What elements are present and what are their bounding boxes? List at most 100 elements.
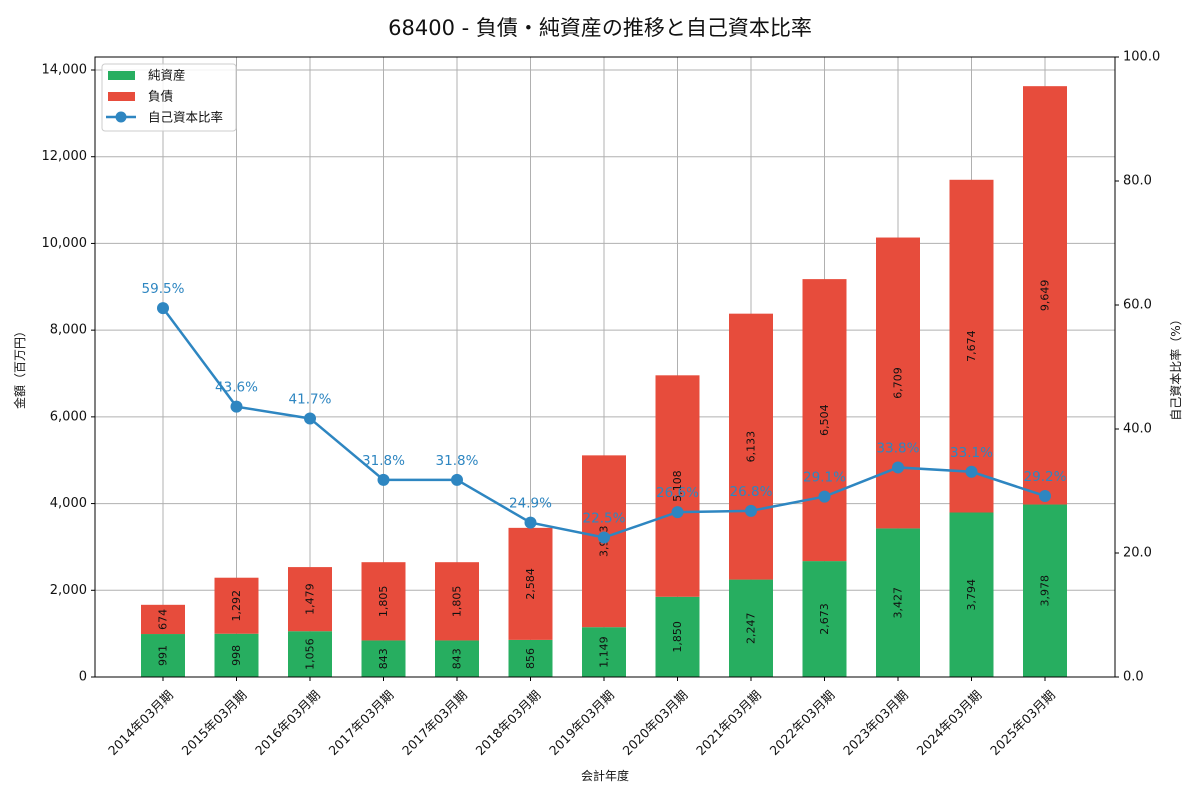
x-axis-tick-label: 2015年03月期	[179, 687, 250, 758]
bar-net-assets	[729, 579, 773, 677]
bar-net-assets	[1023, 504, 1067, 677]
right-axis-tick-label: 80.0	[1123, 174, 1152, 189]
bar-liabilities	[802, 279, 847, 562]
bar-label-net-assets: 2,247	[745, 613, 758, 645]
ratio-label: 33.1%	[950, 445, 993, 461]
right-axis-tick-label: 100.0	[1123, 50, 1160, 65]
x-axis-tick-label: 2022年03月期	[767, 687, 838, 758]
ratio-marker	[377, 473, 390, 486]
bar-net-assets	[508, 639, 553, 677]
legend-label: 自己資本比率	[148, 110, 223, 125]
left-axis-tick-label: 0	[79, 670, 87, 685]
bar-label-net-assets: 3,978	[1039, 575, 1052, 607]
x-axis-tick-label: 2020年03月期	[620, 687, 691, 758]
ratio-marker	[892, 461, 904, 474]
ratio-marker	[230, 400, 243, 413]
bar-label-liabilities: 7,674	[965, 330, 978, 362]
ratio-marker	[157, 302, 169, 315]
left-axis-tick-label: 10,000	[42, 236, 88, 251]
bar-label-net-assets: 2,673	[818, 603, 831, 635]
bar-net-assets	[288, 631, 332, 677]
bar-liabilities	[288, 567, 332, 632]
bar-net-assets	[435, 640, 479, 677]
ratio-label: 33.8%	[877, 440, 920, 456]
bar-liabilities	[876, 237, 920, 529]
x-axis-tick-label: 2021年03月期	[693, 687, 764, 758]
bar-liabilities	[214, 577, 259, 634]
bar-net-assets	[655, 596, 700, 677]
bar-label-net-assets: 3,794	[965, 579, 978, 611]
ratio-marker	[524, 516, 537, 529]
x-axis-tick-label: 2014年03月期	[105, 687, 176, 758]
x-axis-tick-label: 2017年03月期	[326, 687, 397, 758]
bar-label-net-assets: 1,056	[304, 638, 317, 670]
x-axis-tick-label: 2024年03月期	[914, 687, 985, 758]
bar-label-net-assets: 843	[451, 648, 464, 669]
ratio-label: 29.2%	[1024, 469, 1067, 485]
bar-net-assets	[214, 633, 259, 677]
bar-liabilities	[949, 179, 994, 513]
bar-liabilities	[435, 562, 479, 641]
bar-label-liabilities: 6,709	[892, 367, 905, 399]
bar-label-net-assets: 1,149	[598, 636, 611, 668]
left-axis-tick-label: 2,000	[50, 583, 87, 598]
legend-swatch-liabilities	[108, 92, 135, 101]
ratio-marker	[304, 412, 316, 425]
left-axis-tick-label: 8,000	[50, 323, 87, 338]
ratio-marker	[818, 490, 831, 503]
bar-label-liabilities: 6,133	[745, 431, 758, 463]
ratio-marker	[1039, 489, 1051, 502]
bar-label-liabilities: 1,479	[304, 583, 317, 615]
bar-label-liabilities: 6,504	[818, 404, 831, 436]
ratio-label: 43.6%	[215, 380, 258, 396]
bar-label-liabilities: 5,108	[671, 470, 684, 502]
left-axis-tick-label: 12,000	[42, 149, 88, 164]
bar-label-liabilities: 1,292	[230, 590, 243, 622]
left-axis-tick-label: 14,000	[42, 63, 88, 78]
bar-net-assets	[949, 512, 994, 677]
bar-label-liabilities: 9,649	[1039, 280, 1052, 312]
x-axis-tick-label: 2025年03月期	[987, 687, 1058, 758]
x-axis-tick-label: 2018年03月期	[473, 687, 544, 758]
right-axis-tick-label: 20.0	[1123, 546, 1152, 561]
ratio-label: 31.8%	[362, 453, 405, 469]
bar-label-net-assets: 1,850	[671, 621, 684, 653]
ratio-label: 24.9%	[509, 496, 552, 512]
ratio-label: 26.8%	[730, 484, 773, 500]
right-axis-tick-label: 40.0	[1123, 422, 1152, 437]
ratio-label: 59.5%	[142, 281, 185, 297]
bar-net-assets	[802, 561, 847, 677]
legend-swatch-ratio-marker	[115, 111, 127, 123]
ratio-label: 41.7%	[289, 391, 332, 407]
bar-liabilities	[1023, 86, 1067, 505]
bar-label-net-assets: 856	[524, 648, 537, 669]
ratio-label: 31.8%	[436, 453, 479, 469]
bar-label-net-assets: 991	[157, 645, 170, 666]
right-axis-tick-label: 60.0	[1123, 298, 1152, 313]
bar-liabilities	[729, 313, 773, 580]
bar-liabilities	[141, 604, 185, 635]
bars	[141, 86, 1067, 677]
ratio-label: 29.1%	[803, 470, 846, 486]
bar-liabilities	[361, 562, 406, 641]
legend-box	[101, 63, 237, 132]
bar-label-liabilities: 674	[157, 609, 170, 630]
right-axis-tick-label: 0.0	[1123, 670, 1144, 685]
bar-label-net-assets: 3,427	[892, 587, 905, 619]
left-axis-tick-label: 6,000	[50, 409, 87, 424]
plot-frame	[94, 56, 1116, 678]
left-axis-label: 金額（百万円）	[12, 325, 27, 409]
bar-net-assets	[582, 627, 626, 677]
ratio-marker	[965, 465, 978, 478]
ratio-marker	[745, 504, 757, 517]
legend-label: 純資産	[148, 68, 186, 83]
bar-net-assets	[361, 640, 406, 677]
bar-net-assets	[876, 528, 920, 677]
ratio-marker	[671, 506, 684, 519]
bar-liabilities	[508, 527, 553, 640]
bar-liabilities	[655, 375, 700, 597]
bar-label-net-assets: 998	[230, 645, 243, 666]
bar-net-assets	[141, 634, 185, 677]
